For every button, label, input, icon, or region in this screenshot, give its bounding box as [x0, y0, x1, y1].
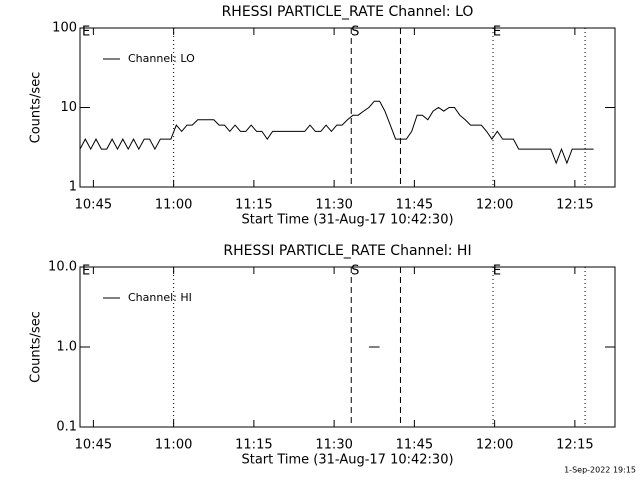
x-tick-label: 10:45 [75, 198, 112, 213]
chart-title: RHESSI PARTICLE_RATE Channel: HI [223, 243, 471, 259]
x-tick-label: 11:00 [155, 198, 192, 213]
event-label: E [82, 25, 90, 40]
event-label: S [351, 264, 359, 279]
x-axis-label: Start Time (31-Aug-17 10:42:30) [241, 453, 453, 468]
event-label: S [351, 25, 359, 40]
x-axis-label: Start Time (31-Aug-17 10:42:30) [241, 213, 453, 228]
y-tick-label: 1 [69, 180, 77, 195]
x-tick-label: 12:00 [476, 438, 513, 453]
event-label: E [493, 264, 501, 279]
data-line [79, 100, 594, 165]
y-tick-label: 100 [52, 21, 77, 36]
x-tick-label: 12:15 [556, 198, 593, 213]
y-tick-label: 10 [60, 100, 77, 115]
event-label: E [82, 264, 90, 279]
y-axis-label: Counts/sec [29, 72, 44, 144]
x-tick-label: 11:00 [155, 438, 192, 453]
timestamp: 1-Sep-2022 19:15 [564, 466, 636, 475]
x-tick-label: 12:15 [556, 438, 593, 453]
chart-title: RHESSI PARTICLE_RATE Channel: LO [222, 4, 474, 20]
x-tick-label: 12:00 [476, 198, 513, 213]
x-tick-label: 11:15 [235, 438, 272, 453]
y-tick-label: 0.1 [56, 420, 77, 435]
x-tick-label: 11:30 [315, 438, 352, 453]
legend-label: Channel: HI [128, 291, 192, 304]
event-label: E [493, 25, 501, 40]
x-tick-label: 10:45 [75, 438, 112, 453]
legend-label: Channel: LO [128, 52, 195, 65]
x-tick-label: 11:15 [235, 198, 272, 213]
x-tick-label: 11:45 [396, 438, 433, 453]
y-axis-label: Counts/sec [29, 311, 44, 383]
y-tick-label: 1.0 [56, 340, 77, 355]
x-tick-label: 11:30 [315, 198, 352, 213]
y-tick-label: 10.0 [48, 260, 77, 275]
x-tick-label: 11:45 [396, 198, 433, 213]
